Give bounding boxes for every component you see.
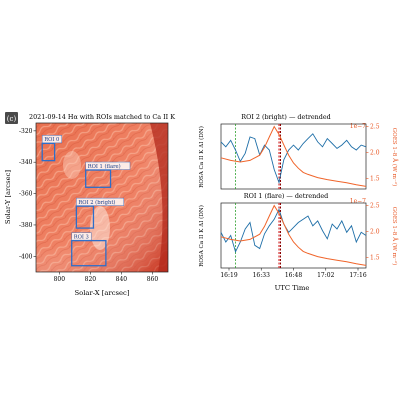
roi-label-bg-2	[76, 197, 125, 206]
svg-text:(c): (c)	[7, 115, 17, 123]
halpha-xlabel: Solar-X [arcsec]	[74, 289, 129, 297]
roi-label-2: ROI 2 (bright)	[78, 199, 115, 206]
roi-label-1: ROI 1 (flare)	[88, 163, 121, 170]
goes-series	[220, 204, 367, 266]
roi2-y2-multiplier: 1e−7	[350, 123, 366, 130]
x-tick-label: 16:33	[253, 272, 270, 279]
roi-label-bg-0	[41, 135, 62, 144]
halpha-title: 2021-09-14 Hα with ROIs matched to Ca II…	[29, 113, 175, 121]
roi2-title: ROI 2 (bright) — detrended	[241, 113, 330, 121]
roi-label-bg-1	[85, 161, 131, 170]
halpha-xtick-label: 860	[147, 276, 159, 283]
y2-tick-label: 1.5	[370, 176, 380, 183]
roi-label-3: ROI 3	[74, 234, 89, 240]
x-tick-label: 16:48	[285, 272, 302, 279]
roi1-title: ROI 1 (flare) — detrended	[244, 192, 328, 200]
y2-tick-label: 2.0	[370, 150, 380, 157]
halpha-xtick-label: 840	[116, 276, 128, 283]
x-tick-label: 16:19	[220, 272, 237, 279]
roi-box-2	[75, 205, 95, 229]
y2-tick-label: 2.5	[370, 124, 380, 131]
roi-box-1	[85, 169, 112, 188]
roi-box-3	[71, 239, 107, 267]
ca-ii-k-series	[220, 208, 367, 254]
halpha-image-panel: 2021-09-14 Hα with ROIs matched to Ca II…	[4, 113, 175, 297]
halpha-ytick-label: -380	[19, 222, 33, 229]
roi1-lightcurve-panel: ROI 1 (flare) — detrended 1e−7 1.5 2.0 2.5…	[220, 192, 379, 292]
halpha-axis-ticks: 800 820 840 860 -320 -340 -360 -380 -400	[19, 128, 158, 283]
ca-ii-k-series	[220, 133, 367, 185]
goes-series	[220, 125, 367, 187]
roi1-ylabel: ROSA Ca II K ΔI (DN)	[198, 205, 205, 267]
x-tick-label: 17:02	[317, 272, 334, 279]
roi1-plot-area: 1.5 2.0 2.5 16:19 16:33 16:48 17:02 17:16	[220, 203, 379, 279]
halpha-ytick-label: -400	[19, 253, 33, 260]
roi-box-0	[41, 142, 56, 162]
roi2-lightcurve-panel: ROI 2 (bright) — detrended 1e−7 1.5 2.0 2.…	[220, 113, 380, 190]
x-tick-label: 17:16	[349, 272, 366, 279]
halpha-ylabel: Solar-Y [arcsec]	[4, 170, 12, 224]
halpha-xtick-label: 800	[54, 276, 66, 283]
y2-tick-label: 2.0	[370, 229, 380, 236]
roi1-y2-multiplier: 1e−7	[350, 198, 366, 205]
roi-label-bg-3	[71, 232, 92, 241]
roi1-xlabel: UTC Time	[275, 284, 310, 292]
halpha-ytick-label: -340	[19, 159, 33, 166]
roi2-y2label: GOES 1–8 Å (W m⁻²)	[391, 128, 399, 187]
halpha-ytick-label: -320	[19, 128, 33, 135]
roi-label-0: ROI 0	[44, 137, 59, 143]
roi2-plot-area: 1.5 2.0 2.5	[220, 124, 380, 189]
halpha-ytick-label: -360	[19, 191, 33, 198]
panel-label: (c)	[5, 112, 18, 124]
roi-layer: ROI 0 ROI 1 (flare) ROI 2 (bright) ROI 3	[41, 135, 131, 267]
halpha-xtick-label: 820	[85, 276, 97, 283]
y2-tick-label: 2.5	[370, 203, 380, 210]
roi2-ylabel: ROSA Ca II K ΔI (DN)	[198, 126, 205, 188]
roi1-y2label: GOES 1–8 Å (W m⁻²)	[391, 207, 399, 266]
y2-tick-label: 1.5	[370, 255, 380, 262]
